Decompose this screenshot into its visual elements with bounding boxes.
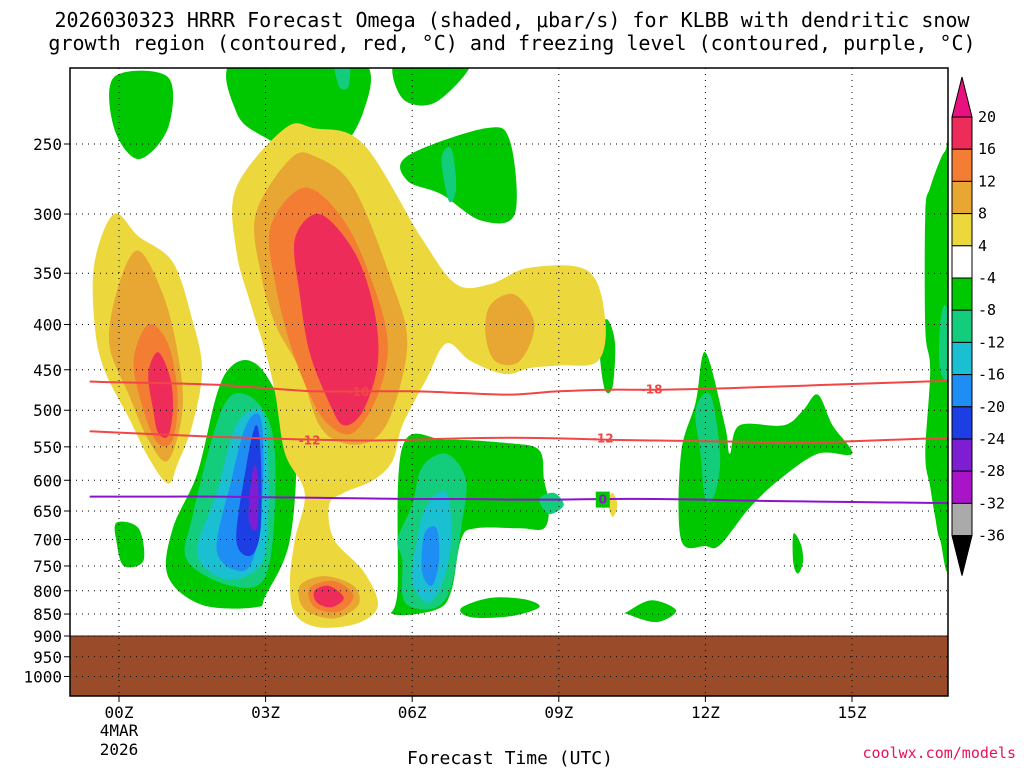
y-tick-label-950: 950 <box>33 648 62 667</box>
omega-region-7 <box>460 597 540 618</box>
omega-region-2 <box>392 68 470 106</box>
contour-label-bg-4 <box>595 491 610 508</box>
colorbar-label--8: -8 <box>978 301 996 319</box>
x-tick-label-06Z: 06Z <box>398 703 427 722</box>
x-tick-label-00Z: 00Z <box>105 703 134 722</box>
x-tick-label-03Z: 03Z <box>251 703 280 722</box>
colorbar-label--36: -36 <box>978 527 1005 545</box>
ground-fill <box>70 636 948 696</box>
chart-title-line-2: growth region (contoured, red, °C) and f… <box>48 31 975 55</box>
y-tick-label-500: 500 <box>33 401 62 420</box>
ground-layer <box>70 635 948 696</box>
omega-region-5 <box>114 521 145 568</box>
colorbar-band-3 <box>951 213 973 247</box>
x-sub-label-date: 4MAR <box>100 721 139 740</box>
omega-region-0 <box>109 70 174 160</box>
contour-label-3: -12 <box>592 431 614 445</box>
plot-area: -18 -18 -12 -12 0 <box>69 67 949 697</box>
y-tick-label-700: 700 <box>33 530 62 549</box>
colorbar-band-5 <box>951 277 973 311</box>
contour-layer: -18 -18 -12 -12 0 <box>89 379 948 508</box>
y-tick-label-850: 850 <box>33 605 62 624</box>
colorbar-band-4 <box>951 245 973 279</box>
y-tick-label-300: 300 <box>33 205 62 224</box>
x-tick-label-15Z: 15Z <box>838 703 867 722</box>
omega-region-37 <box>313 585 344 608</box>
colorbar-band-6 <box>951 309 973 343</box>
colorbar-band-0 <box>951 116 973 150</box>
omega-region-21 <box>441 146 457 203</box>
colorbar-band-1 <box>951 148 973 182</box>
y-tick-label-600: 600 <box>33 471 62 490</box>
contour-label-1: -18 <box>641 383 663 397</box>
omega-region-22 <box>334 68 351 90</box>
y-axis: 250 300 350 400 450 500 550 600 650 700 750 800 850 9… <box>23 135 70 686</box>
colorbar-label--32: -32 <box>978 494 1005 512</box>
x-tick-label-12Z: 12Z <box>691 703 720 722</box>
omega-region-23 <box>695 392 721 502</box>
contour-line-dgz-cold <box>89 379 948 396</box>
omega-region-29 <box>148 352 173 438</box>
plot-frame <box>69 67 949 697</box>
y-tick-label-400: 400 <box>33 316 62 335</box>
colorbar-band-9 <box>951 406 973 440</box>
omega-region-20 <box>421 526 440 587</box>
colorbar-top-arrow <box>951 76 973 118</box>
y-tick-label-800: 800 <box>33 582 62 601</box>
colorbar-band-11 <box>951 470 973 504</box>
y-tick-label-650: 650 <box>33 502 62 521</box>
omega-region-25 <box>939 304 948 382</box>
x-axis-title: Forecast Time (UTC) <box>407 748 613 768</box>
y-tick-label-250: 250 <box>33 135 62 154</box>
y-tick-label-1000: 1000 <box>23 667 62 686</box>
omega-region-11 <box>924 137 948 572</box>
credit-text[interactable]: coolwx.com/models <box>862 744 1016 762</box>
contour-line-dgz-warm <box>89 430 948 444</box>
y-tick-label-900: 900 <box>33 627 62 646</box>
colorbar-label-20: 20 <box>978 108 996 126</box>
colorbar-band-10 <box>951 438 973 472</box>
omega-region-24 <box>539 492 564 515</box>
chart-title-line-1: 2026030323 HRRR Forecast Omega (shaded, … <box>54 8 970 32</box>
omega-region-3 <box>400 127 517 224</box>
omega-region-10 <box>792 533 804 574</box>
contour-line-freezing-level <box>89 495 948 505</box>
y-tick-label-350: 350 <box>33 264 62 283</box>
colorbar-label--12: -12 <box>978 333 1005 351</box>
colorbar-label--24: -24 <box>978 430 1005 448</box>
colorbar-band-2 <box>951 180 973 215</box>
grid-layer <box>70 68 948 696</box>
colorbar-band-8 <box>951 374 973 408</box>
x-axis: 00Z 03Z 06Z 09Z 12Z 15Z <box>105 696 867 722</box>
colorbar-label--4: -4 <box>978 269 996 287</box>
colorbar-label-16: 16 <box>978 140 996 158</box>
omega-region-8 <box>623 600 677 623</box>
x-sub-label-year: 2026 <box>100 740 139 759</box>
colorbar-label--16: -16 <box>978 366 1005 384</box>
contour-label-2: -12 <box>299 434 321 448</box>
colorbar-band-12 <box>951 502 973 537</box>
colorbar-label-8: 8 <box>978 205 987 223</box>
colorbar-bottom-arrow <box>951 535 973 576</box>
omega-region-33 <box>293 213 379 426</box>
colorbar: 20 16 12 8 4 -4 -8 -12 -16 -20 -24 -28 -32 -36 <box>951 76 1005 576</box>
contour-label-4: 0 <box>599 493 607 507</box>
y-tick-label-550: 550 <box>33 438 62 457</box>
omega-shading <box>92 68 948 628</box>
y-tick-label-750: 750 <box>33 557 62 576</box>
colorbar-label--28: -28 <box>978 462 1005 480</box>
x-tick-label-09Z: 09Z <box>544 703 573 722</box>
omega-region-34 <box>485 293 535 366</box>
colorbar-band-7 <box>951 341 973 376</box>
colorbar-label--20: -20 <box>978 398 1005 416</box>
contour-label-0: -18 <box>348 385 370 399</box>
colorbar-label-12: 12 <box>978 172 996 190</box>
y-tick-label-450: 450 <box>33 361 62 380</box>
colorbar-label-4: 4 <box>978 237 987 255</box>
